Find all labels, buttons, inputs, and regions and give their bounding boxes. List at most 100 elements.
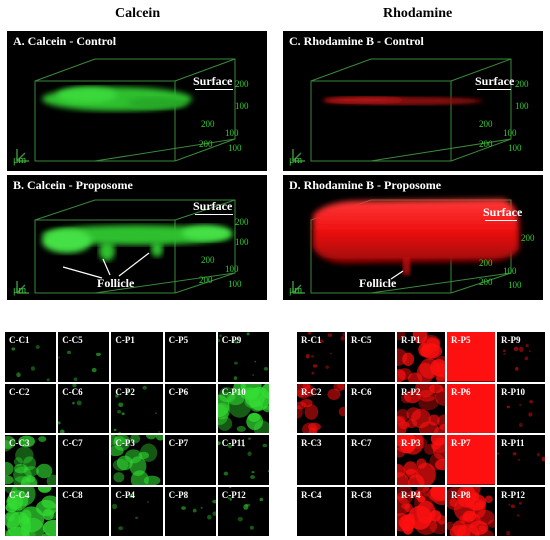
panel-c-tick-200-x: 200 (479, 139, 493, 149)
tile-c-c7: C-C7 (58, 435, 110, 485)
tile-r-c4: R-C4 (297, 486, 345, 536)
panel-c-surface-line (477, 89, 511, 90)
panel-d-surface-label: Surface (483, 205, 523, 219)
tile-label: R-C1 (301, 335, 322, 345)
tile-r-p1: R-P1 (397, 332, 445, 382)
tile-label: C-P4 (115, 489, 135, 500)
panel-d-unit: μm (289, 285, 303, 296)
panel-d-tick-200-z: 200 (521, 233, 535, 243)
panel-a-tick-100-y: 100 (225, 128, 239, 138)
panel-b-tick-200-z: 200 (235, 217, 249, 227)
panel-c-tick-100-z: 100 (515, 101, 529, 111)
tile-c-p2: C-P2 (111, 383, 163, 433)
panel-b-label: B. Calcein - Proposome (13, 178, 133, 192)
panel-b-surface-label: Surface (193, 199, 233, 213)
panel-b-calcein-proposome: B. Calcein - Proposome Surface Follicle … (7, 175, 267, 300)
tile-r-c3: R-C3 (297, 435, 345, 485)
tile-r-p2: R-P2 (397, 383, 445, 433)
panel-c-tick-100-x: 100 (508, 143, 522, 153)
panel-c-label: C. Rhodamine B - Control (289, 34, 424, 48)
tile-label: C-C8 (62, 489, 83, 500)
panel-b-tick-200-x: 200 (199, 275, 213, 285)
tile-label: C-P9 (221, 335, 242, 345)
panel-b-follicle-label: Follicle (97, 276, 135, 290)
tile-label: C-C3 (9, 438, 30, 448)
tile-r-p11: R-P11 (497, 435, 545, 485)
panel-d-rhodamine-proposome: D. Rhodamine B - Proposome Surface Folli… (283, 175, 543, 300)
tile-label: C-P11 (221, 438, 246, 448)
tile-label: C-P12 (221, 489, 246, 500)
tile-label: C-C1 (9, 335, 30, 345)
tile-r-c2: R-C2 (297, 383, 345, 433)
tile-c-c3: C-C3 (5, 435, 57, 485)
tile-label: R-C6 (351, 386, 372, 397)
tile-r-p9: R-P9 (497, 332, 545, 382)
panel-b-tick-100-x: 100 (228, 279, 242, 289)
tile-c-p7: C-P7 (164, 435, 216, 485)
tile-label: R-P2 (401, 386, 421, 397)
tile-r-c6: R-C6 (347, 383, 395, 433)
tile-label: R-C7 (351, 438, 372, 448)
tile-label: C-C2 (9, 386, 30, 397)
panel-a-label: A. Calcein - Control (13, 34, 117, 48)
tile-label: R-P7 (451, 438, 471, 448)
calcein-tile-grid: C-C1 C-C5 C-P1 C-P5 C-P9 C-C2 C-C6 C-P2 C-P6 C-P1… (5, 332, 269, 536)
tile-label: C-C7 (62, 438, 83, 448)
tile-label: R-C4 (301, 489, 322, 500)
tile-label: C-P3 (115, 438, 135, 448)
tile-label: R-P1 (401, 335, 421, 345)
panel-c-tick-200-z: 200 (515, 79, 529, 89)
panel-a-tick-200-y: 200 (201, 119, 215, 129)
tile-r-p12: R-P12 (497, 486, 545, 536)
tile-label: R-C5 (351, 335, 372, 345)
tile-r-p8: R-P8 (447, 486, 495, 536)
tile-label: R-C8 (351, 489, 372, 500)
panel-b-tick-100-y: 100 (225, 264, 239, 274)
tile-label: R-C3 (301, 438, 322, 448)
rhodamine-column-title: Rhodamine (383, 6, 453, 21)
tile-c-c1: C-C1 (5, 332, 57, 382)
tile-label: C-P1 (115, 335, 135, 345)
tile-c-p8: C-P8 (164, 486, 216, 536)
tile-label: C-P7 (168, 438, 189, 448)
tile-c-c6: C-C6 (58, 383, 110, 433)
panel-a-tick-200-x: 200 (199, 139, 213, 149)
panel-b-surface-line (195, 214, 233, 215)
tile-r-p7: R-P7 (447, 435, 495, 485)
tile-r-p3: R-P3 (397, 435, 445, 485)
tile-label: R-P4 (401, 489, 421, 500)
tile-label: C-C5 (62, 335, 83, 345)
tile-c-p11: C-P11 (217, 435, 269, 485)
tile-label: R-P9 (501, 335, 521, 345)
tile-c-p3: C-P3 (111, 435, 163, 485)
tile-r-p6: R-P6 (447, 383, 495, 433)
panel-a-tick-100-z: 100 (235, 101, 249, 111)
tile-r-c8: R-C8 (347, 486, 395, 536)
tile-label: R-P8 (451, 489, 471, 500)
panel-c-tick-200-y: 200 (479, 119, 493, 129)
panel-a-calcein-control: A. Calcein - Control Surface 200 100 200… (7, 31, 267, 171)
panel-d-label: D. Rhodamine B - Proposome (289, 178, 442, 192)
panel-a-tick-200-z: 200 (235, 79, 249, 89)
panel-c-render (292, 58, 512, 162)
tile-label: R-P12 (501, 489, 525, 500)
tile-c-p1: C-P1 (111, 332, 163, 382)
tile-label: C-P5 (168, 335, 189, 345)
tile-c-p6: C-P6 (164, 383, 216, 433)
tile-r-p4: R-P4 (397, 486, 445, 536)
panel-b-render (16, 199, 236, 294)
tile-r-c1: R-C1 (297, 332, 345, 382)
calcein-column-title: Calcein (115, 6, 161, 21)
tile-r-p5: R-P5 (447, 332, 495, 382)
panel-c-rhodamine-control: C. Rhodamine B - Control Surface 200 100… (283, 31, 543, 171)
panel-c-unit: μm (289, 155, 303, 166)
panel-a-surface-line (195, 89, 233, 90)
panel-d-follicle-label: Follicle (359, 276, 397, 290)
tile-r-p10: R-P10 (497, 383, 545, 433)
tile-r-c7: R-C7 (347, 435, 395, 485)
tile-c-c2: C-C2 (5, 383, 57, 433)
panel-d-tick-100-y: 100 (503, 266, 517, 276)
tile-label: R-P5 (451, 335, 471, 345)
tile-label: C-P10 (221, 386, 246, 397)
tile-c-c8: C-C8 (58, 486, 110, 536)
